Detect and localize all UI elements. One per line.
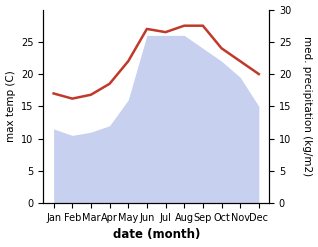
- Y-axis label: med. precipitation (kg/m2): med. precipitation (kg/m2): [302, 36, 313, 176]
- Y-axis label: max temp (C): max temp (C): [5, 70, 16, 142]
- X-axis label: date (month): date (month): [113, 228, 200, 242]
